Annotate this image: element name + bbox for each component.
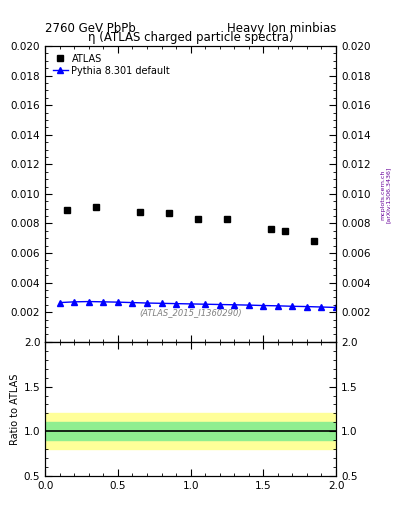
Text: 2760 GeV PbPb: 2760 GeV PbPb — [45, 22, 136, 35]
Pythia 8.301 default — [305, 304, 309, 310]
Pythia 8.301 default — [290, 303, 295, 309]
ATLAS — [94, 204, 98, 210]
Pythia 8.301 default — [188, 301, 193, 307]
Bar — [45, 422, 336, 440]
Y-axis label: Ratio to ATLAS: Ratio to ATLAS — [9, 373, 20, 444]
Pythia 8.301 default — [261, 303, 266, 309]
Text: mcplots.cern.ch: mcplots.cern.ch — [381, 169, 386, 220]
Pythia 8.301 default — [86, 298, 91, 305]
Pythia 8.301 default — [101, 299, 106, 305]
Pythia 8.301 default — [145, 300, 149, 306]
Text: [arXiv:1306.3436]: [arXiv:1306.3436] — [386, 166, 391, 223]
Legend: ATLAS, Pythia 8.301 default: ATLAS, Pythia 8.301 default — [49, 50, 174, 80]
Pythia 8.301 default — [217, 302, 222, 308]
Pythia 8.301 default — [203, 301, 208, 307]
ATLAS — [312, 238, 317, 244]
Pythia 8.301 default — [246, 302, 251, 308]
Pythia 8.301 default — [130, 300, 135, 306]
ATLAS — [64, 207, 70, 214]
Pythia 8.301 default — [232, 302, 237, 308]
Line: ATLAS: ATLAS — [64, 204, 318, 245]
Title: η (ATLAS charged particle spectra): η (ATLAS charged particle spectra) — [88, 31, 293, 44]
ATLAS — [268, 226, 273, 232]
Text: (ATLAS_2015_I1360290): (ATLAS_2015_I1360290) — [139, 308, 242, 317]
ATLAS — [167, 210, 171, 216]
Pythia 8.301 default — [174, 301, 178, 307]
Pythia 8.301 default — [72, 299, 77, 305]
Pythia 8.301 default — [57, 300, 62, 306]
ATLAS — [225, 216, 230, 222]
ATLAS — [138, 208, 142, 215]
ATLAS — [196, 216, 200, 222]
ATLAS — [283, 228, 287, 234]
Pythia 8.301 default — [116, 299, 120, 305]
Line: Pythia 8.301 default: Pythia 8.301 default — [57, 299, 339, 310]
Bar — [45, 414, 336, 450]
Pythia 8.301 default — [319, 304, 324, 310]
Pythia 8.301 default — [334, 305, 338, 311]
Pythia 8.301 default — [275, 303, 280, 309]
Pythia 8.301 default — [159, 300, 164, 306]
Text: Heavy Ion minbias: Heavy Ion minbias — [227, 22, 336, 35]
